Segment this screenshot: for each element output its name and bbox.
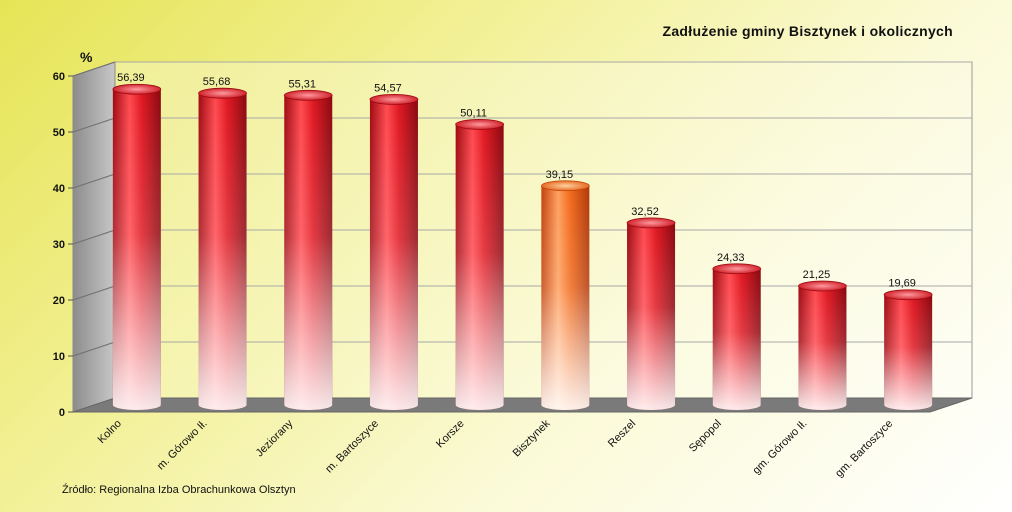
x-tick-label: Korsze	[434, 418, 467, 451]
bar-fade	[712, 268, 761, 410]
bar-fade	[541, 185, 590, 410]
source-note: Źródło: Regionalna Izba Obrachunkowa Ols…	[62, 484, 296, 496]
data-label: 55,68	[203, 76, 231, 88]
bar	[112, 83, 162, 410]
x-tick-label: Bisztynek	[511, 417, 553, 459]
bar	[198, 87, 247, 410]
x-tick-label: gm. Bartoszyce	[833, 418, 895, 480]
y-axis-ticks: 0 10 20 30 40 50 60	[53, 71, 73, 419]
bar-top	[626, 217, 676, 229]
data-label: 55,31	[288, 78, 316, 90]
bar-fade	[798, 286, 847, 410]
gridline-side	[72, 229, 116, 245]
x-axis-ticks: Kolno m. Górowo Ił. Jeziorany m. Bartoszyce…	[96, 417, 896, 479]
data-label: 50,11	[460, 107, 487, 119]
data-label: 24,33	[717, 252, 745, 264]
gridline-side	[72, 285, 116, 301]
x-tick-label: Reszel	[606, 418, 638, 450]
data-label: 56,39	[117, 72, 145, 84]
gridline-side	[72, 117, 116, 133]
bar	[883, 289, 933, 410]
bar-top	[369, 94, 419, 105]
x-tick-label: Sępopol	[687, 418, 724, 455]
bar-fade	[369, 99, 418, 411]
bar	[712, 263, 762, 410]
y-axis-label: %	[80, 49, 93, 65]
bar-fade	[198, 93, 247, 410]
bar	[540, 180, 590, 410]
gridline-side	[72, 61, 116, 77]
y-tick-label: 10	[53, 351, 65, 363]
x-tick-label: m. Górowo Ił.	[155, 418, 210, 473]
bar-top	[198, 87, 247, 99]
x-tick-label: Kolno	[96, 418, 124, 446]
x-tick-label: gm. Górowo Ił.	[751, 418, 810, 477]
bar-top	[883, 289, 933, 301]
y-tick-label: 0	[59, 407, 65, 419]
bar-fade	[884, 294, 933, 410]
bar-fade	[455, 124, 504, 410]
y-tick-label: 50	[53, 127, 65, 139]
chart-title: Zadłużenie gminy Bisztynek i okolicznych	[662, 23, 953, 39]
data-label: 32,52	[631, 206, 659, 218]
bar-fade	[112, 89, 161, 410]
bar-fade	[284, 95, 333, 410]
x-tick-label: m. Bartoszyce	[323, 418, 381, 476]
bar-top	[455, 118, 505, 130]
bars	[112, 83, 933, 411]
data-label: 39,15	[546, 169, 574, 181]
bar-top	[798, 280, 847, 292]
data-label: 21,25	[803, 269, 831, 281]
gridline-side	[72, 173, 116, 189]
data-label: 54,57	[374, 82, 402, 94]
y-tick-label: 20	[53, 295, 65, 307]
data-labels: 56,39 55,68 55,31 54,57 50,11 39,15 32,52 24,33…	[117, 72, 916, 290]
y-tick-label: 60	[53, 71, 65, 83]
bar-top	[283, 89, 333, 101]
bar	[455, 118, 505, 410]
data-label: 19,69	[888, 278, 916, 290]
bar	[283, 89, 333, 410]
bar	[369, 94, 419, 411]
bar-fade	[627, 222, 676, 410]
bar-top	[112, 83, 162, 95]
bar	[626, 217, 676, 410]
bar-top	[712, 263, 762, 275]
y-tick-label: 30	[53, 239, 65, 251]
bar	[798, 280, 847, 410]
gridline-side	[72, 341, 116, 357]
y-tick-label: 40	[53, 183, 65, 195]
x-tick-label: Jeziorany	[254, 417, 296, 459]
bar-top	[540, 180, 590, 192]
